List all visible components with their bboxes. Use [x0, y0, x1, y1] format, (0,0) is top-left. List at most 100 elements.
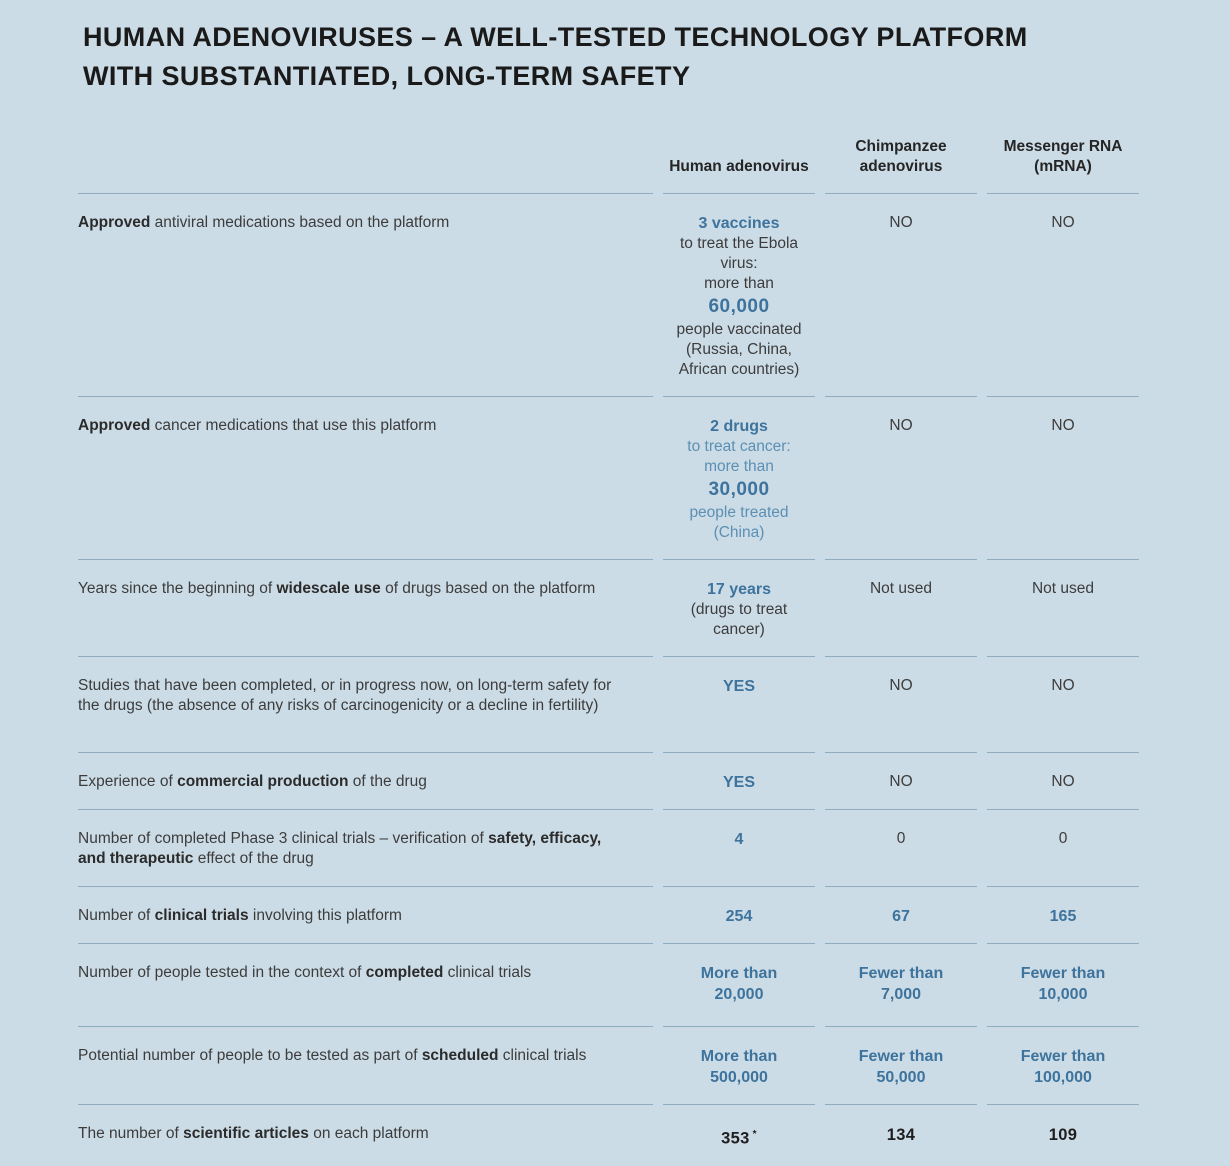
value-line: 0: [1058, 830, 1068, 847]
value-cell: NO: [987, 753, 1139, 810]
row-label: Potential number of people to be tested …: [78, 1027, 653, 1105]
row-label-text: antiviral medications based on the platf…: [150, 214, 450, 231]
row-label-emphasis: completed: [365, 964, 444, 981]
value-cell: More than 500,000: [663, 1027, 815, 1105]
value-cell: NO: [825, 657, 977, 753]
value-cell: 3 vaccines to treat the Ebola virus: more …: [663, 194, 815, 397]
value-line: NO: [1051, 417, 1075, 434]
row-label-text: Number of: [78, 907, 155, 924]
value-line: 67: [892, 908, 910, 925]
value-line: 134: [886, 1126, 916, 1144]
value-line: people treated: [689, 504, 789, 521]
value-line: 30,000: [708, 479, 770, 500]
value-line: Fewer than: [1020, 1048, 1106, 1065]
value-line: (Russia, China, African countries): [678, 341, 800, 378]
value-cell: Not used: [825, 560, 977, 657]
row-label-text: involving this platform: [248, 907, 402, 924]
value-line: 3 vaccines: [698, 215, 780, 232]
value-line: 17 years: [706, 581, 772, 598]
page-title: HUMAN ADENOVIRUSES – A WELL-TESTED TECHN…: [0, 0, 1230, 96]
page-title-line-2: WITH SUBSTANTIATED, LONG-TERM SAFETY: [83, 61, 691, 91]
value-cell: 254: [663, 887, 815, 944]
value-cell: 17 years (drugs to treat cancer): [663, 560, 815, 657]
value-line: 165: [1049, 908, 1077, 925]
value-line: more than: [704, 275, 774, 292]
table-row: Number of completed Phase 3 clinical tri…: [78, 810, 1139, 887]
value-line: YES: [722, 678, 755, 695]
value-line: Fewer than: [1020, 965, 1106, 982]
value-line: 60,000: [708, 296, 770, 317]
row-label-emphasis: safety, efficacy, and therapeutic: [78, 830, 602, 867]
value-cell: More than 20,000: [663, 944, 815, 1027]
table-row: Approved cancer medications that use thi…: [78, 397, 1139, 560]
row-label-text: The number of: [78, 1125, 184, 1142]
value-line: 20,000: [714, 986, 764, 1003]
value-line: 254: [725, 908, 753, 925]
value-cell: YES: [663, 753, 815, 810]
row-label: Studies that have been completed, or in …: [78, 657, 653, 753]
value-cell: 109: [987, 1105, 1139, 1166]
column-header-messenger-rna: Messenger RNA (mRNA): [987, 124, 1139, 194]
value-line: YES: [722, 774, 755, 791]
row-label-text: cancer medications that use this platfor…: [150, 417, 437, 434]
table-row: Number of clinical trials involving this…: [78, 887, 1139, 944]
value-cell: NO: [987, 657, 1139, 753]
value-cell: NO: [825, 194, 977, 397]
value-cell: Fewer than 50,000: [825, 1027, 977, 1105]
value-cell: Fewer than 10,000: [987, 944, 1139, 1027]
header-empty-cell: [78, 124, 653, 194]
value-line: 353 *: [721, 1129, 757, 1148]
table-row: Years since the beginning of widescale u…: [78, 560, 1139, 657]
value-cell: 0: [825, 810, 977, 887]
footnote-asterisk: *: [752, 1129, 757, 1140]
value-line: 7,000: [880, 986, 922, 1003]
row-label-emphasis: Approved: [78, 214, 151, 231]
column-header-chimpanzee-adenovirus: Chimpanzee adenovirus: [825, 124, 977, 194]
value-line: NO: [889, 417, 913, 434]
value-line: 10,000: [1038, 986, 1088, 1003]
row-label-text: of the drug: [348, 773, 427, 790]
row-label: Number of completed Phase 3 clinical tri…: [78, 810, 653, 887]
value-line: (drugs to treat cancer): [690, 601, 788, 638]
platform-comparison-table: Human adenovirus Chimpanzee adenovirus M…: [68, 124, 1149, 1166]
row-label: Approved antiviral medications based on …: [78, 194, 653, 397]
value-line: Not used: [869, 580, 933, 597]
value-cell: 67: [825, 887, 977, 944]
value-cell: Not used: [987, 560, 1139, 657]
value-line: NO: [1051, 773, 1075, 790]
value-line: NO: [1051, 214, 1075, 231]
value-cell: YES: [663, 657, 815, 753]
row-label: Years since the beginning of widescale u…: [78, 560, 653, 657]
page-title-line-1: HUMAN ADENOVIRUSES – A WELL-TESTED TECHN…: [83, 22, 1028, 52]
row-label: Experience of commercial production of t…: [78, 753, 653, 810]
value-line: 4: [734, 831, 744, 848]
value-line: 500,000: [710, 1069, 768, 1086]
value-line: to treat the Ebola virus:: [679, 235, 799, 272]
value-line: Fewer than: [858, 1048, 944, 1065]
value-line: more than: [704, 458, 774, 475]
table-body: Approved antiviral medications based on …: [78, 194, 1139, 1166]
row-label-text: Years since the beginning of: [78, 580, 277, 597]
row-label-emphasis: scientific articles: [183, 1125, 309, 1142]
value-line: Fewer than: [858, 965, 944, 982]
value-cell: 353 *: [663, 1105, 815, 1166]
value-line: NO: [889, 214, 913, 231]
value-cell: Fewer than 100,000: [987, 1027, 1139, 1105]
row-label: Number of people tested in the context o…: [78, 944, 653, 1027]
column-header-human-adenovirus: Human adenovirus: [663, 124, 815, 194]
value-line: 0: [896, 830, 906, 847]
value-cell: NO: [825, 397, 977, 560]
table-row: Number of people tested in the context o…: [78, 944, 1139, 1027]
row-label-emphasis: Approved: [78, 417, 151, 434]
value-cell: NO: [987, 397, 1139, 560]
table-row: The number of scientific articles on eac…: [78, 1105, 1139, 1166]
table-row: Studies that have been completed, or in …: [78, 657, 1139, 753]
row-label-text: of drugs based on the platform: [380, 580, 596, 597]
row-label-text: Experience of: [78, 773, 178, 790]
row-label-text: clinical trials: [443, 964, 532, 981]
table-row: Approved antiviral medications based on …: [78, 194, 1139, 397]
row-label-emphasis: widescale use: [276, 580, 381, 597]
row-label-emphasis: commercial production: [177, 773, 349, 790]
value-line: NO: [889, 677, 913, 694]
